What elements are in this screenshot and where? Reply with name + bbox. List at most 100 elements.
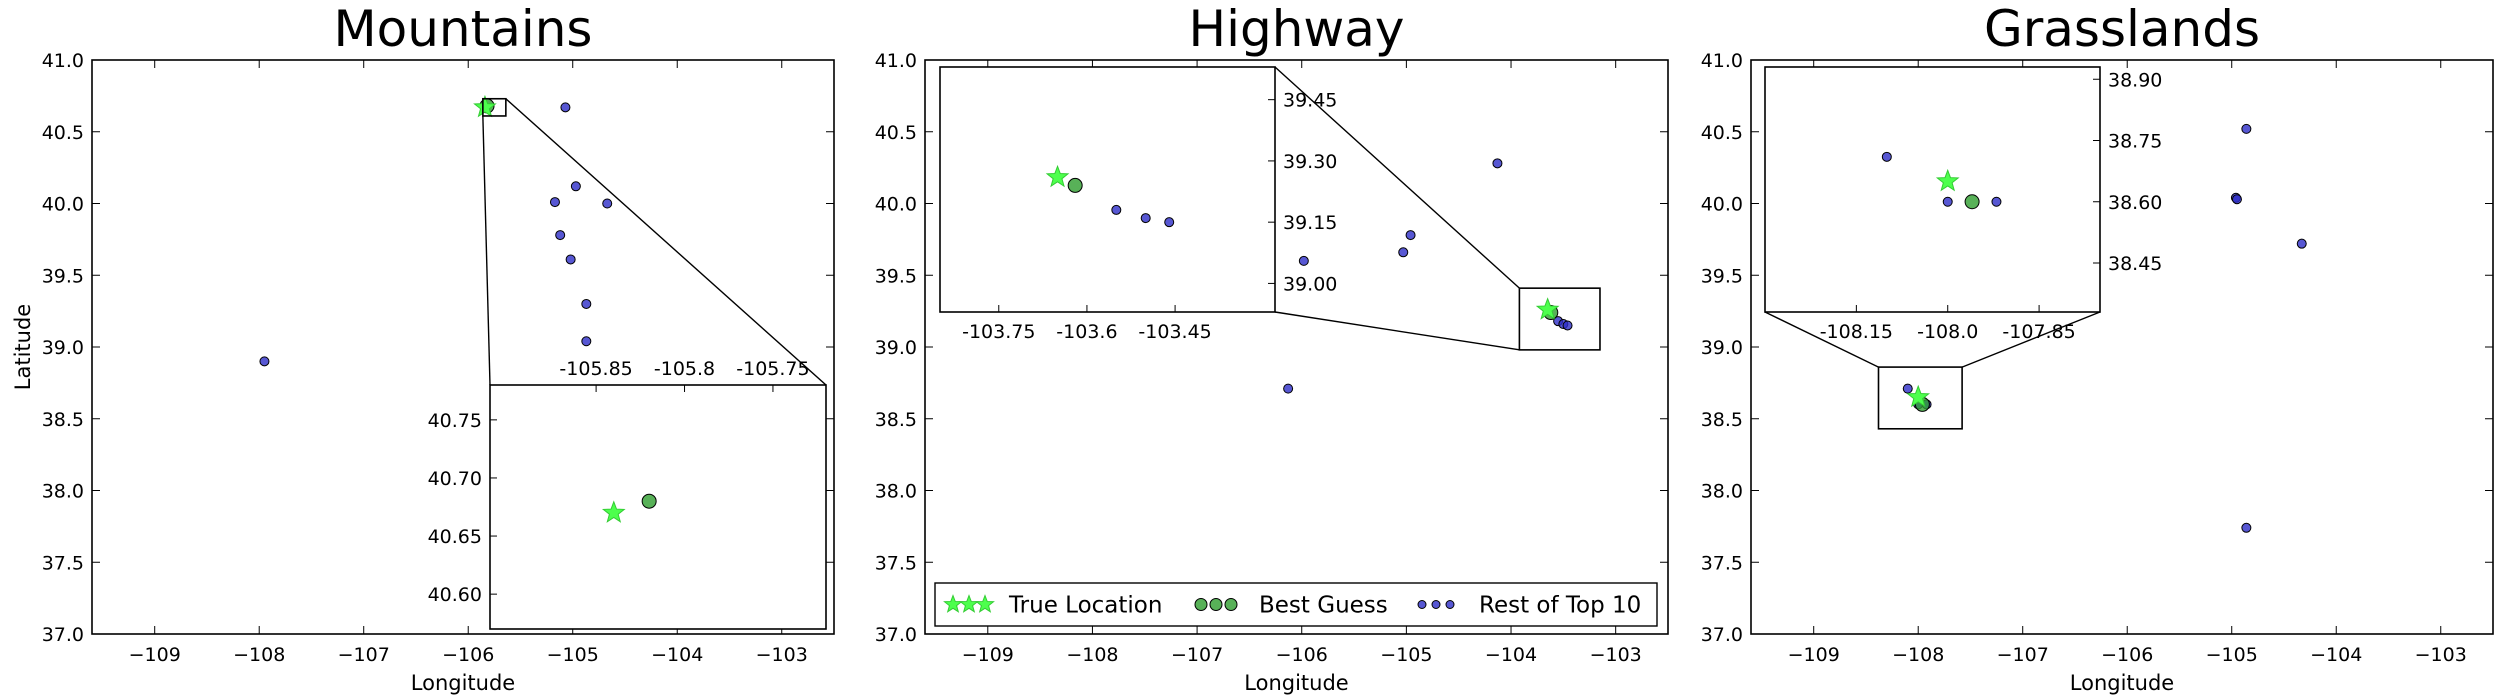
y-tick-label: 40.0: [875, 194, 917, 216]
legend-true-star: [943, 594, 963, 613]
legend-rest-dot: [1445, 600, 1455, 609]
inset-x-tick-label: -107.85: [2002, 321, 2075, 343]
x-axis-label: Longitude: [411, 671, 515, 695]
inset-axes: -108.15 -108.0 -107.85 38.45 38.60 38.75 38.90: [1764, 66, 2162, 343]
x-tick-label: −106: [442, 644, 494, 666]
y-tick-label: 39.0: [42, 337, 84, 359]
x-axis-label: Longitude: [1244, 671, 1348, 695]
x-tick-label: −104: [651, 644, 703, 666]
chart-title: Grasslands: [1984, 0, 2260, 58]
zoom-box: [1518, 287, 1601, 351]
y-tick-label: 39.5: [875, 265, 917, 287]
y-tick-label: 41.0: [875, 50, 917, 72]
true-location-star: [1535, 297, 1560, 320]
y-tick-label: 41.0: [1701, 50, 1743, 72]
x-tick-label: −103: [2415, 644, 2467, 666]
x-tick-label: −104: [1485, 644, 1537, 666]
legend-rest-dot: [1431, 600, 1441, 609]
inset-y-tick-label: 39.00: [1283, 273, 1337, 295]
rest-point: [581, 336, 592, 347]
rest-point: [1902, 383, 1913, 394]
rest-point: [2231, 194, 2242, 205]
x-tick-label: −109: [1788, 644, 1840, 666]
inset-y-tick-label: 40.70: [428, 468, 482, 490]
x-tick-label: −107: [338, 644, 390, 666]
legend-best-dot: [1224, 598, 1238, 611]
inset-x-tick-label: -103.6: [1056, 321, 1117, 343]
x-tick-label: −109: [129, 644, 181, 666]
x-tick-label: −105: [2206, 644, 2258, 666]
y-tick-label: 37.5: [42, 552, 84, 574]
x-tick-label: −104: [2310, 644, 2362, 666]
inset-y-tick-label: 39.30: [1283, 151, 1337, 173]
axes-frame: [924, 59, 1669, 635]
inset-x-tick-label: -105.75: [736, 358, 809, 380]
y-axis-label: Latitude: [11, 304, 35, 390]
x-tick-label: −108: [1066, 644, 1118, 666]
y-tick-label: 40.5: [1701, 122, 1743, 144]
rest-point: [1283, 383, 1294, 394]
rest-point: [565, 254, 576, 265]
inset-y-tick-label: 39.45: [1283, 90, 1337, 112]
legend-best-dot: [1194, 598, 1208, 611]
y-tick-label: 38.5: [875, 409, 917, 431]
zoom-connector: [1274, 311, 1520, 351]
zoom-connector: [505, 98, 827, 386]
legend-rest-dot: [1417, 600, 1427, 609]
legend-best-dot: [1209, 598, 1223, 611]
y-tick-label: 41.0: [42, 50, 84, 72]
zoom-connector: [1764, 311, 1879, 368]
zoom-connector: [482, 115, 491, 386]
legend-best-label: Best Guess: [1259, 593, 1388, 619]
zoom-connector: [1274, 66, 1520, 289]
rest-point: [2241, 522, 2252, 533]
inset-true-location-star: [1935, 168, 1960, 192]
chart-title: Mountains: [334, 0, 593, 58]
y-tick-label: 37.0: [875, 624, 917, 646]
true-location-star: [1906, 384, 1931, 408]
y-tick-label: 40.5: [42, 122, 84, 144]
inset-rest-point: [1991, 196, 2002, 207]
zoom-box: [1877, 366, 1963, 430]
inset-x-tick-label: -108.0: [1917, 321, 1978, 343]
inset-rest-point: [1140, 213, 1151, 224]
inset-y-tick-label: 40.75: [428, 410, 482, 432]
rest-point: [549, 197, 560, 208]
panel-mountains: Mountains −109 −108 −107 −106 −105 −104 −103 37.…: [11, 0, 835, 695]
inset-y-tick-label: 39.15: [1283, 212, 1337, 234]
inset-rest-point: [1881, 151, 1892, 162]
legend-rest-label: Rest of Top 10: [1479, 593, 1641, 619]
chart-title: Highway: [1188, 0, 1404, 58]
inset-frame: [489, 384, 827, 630]
axes-frame: [91, 59, 835, 635]
rest-point: [555, 230, 566, 241]
x-tick-label: −103: [756, 644, 808, 666]
x-tick-label: −108: [233, 644, 285, 666]
true-location-star: [473, 94, 497, 118]
inset-rest-point: [1942, 196, 1953, 207]
rest-point: [602, 198, 613, 209]
inset-x-tick-label: -105.8: [654, 358, 715, 380]
x-tick-label: −106: [2101, 644, 2153, 666]
x-tick-label: −103: [1590, 644, 1642, 666]
y-tick-label: 40.5: [875, 122, 917, 144]
rest-point: [2241, 123, 2252, 134]
inset-best-guess-point: [1067, 177, 1083, 193]
inset-axes: -105.85 -105.8 -105.75 40.60 40.65 40.70 40.75: [428, 358, 827, 630]
y-tick-label: 40.0: [1701, 194, 1743, 216]
inset-y-tick-label: 38.45: [2108, 253, 2162, 275]
y-tick-label: 39.5: [42, 265, 84, 287]
axes-frame: [1750, 59, 2494, 635]
x-tick-label: −108: [1892, 644, 1944, 666]
legend-true-label: True Location: [1008, 593, 1162, 619]
panels: Mountains −109 −108 −107 −106 −105 −104 −103 37.…: [11, 0, 2494, 695]
x-axis-label: Longitude: [2070, 671, 2174, 695]
inset-y-tick-label: 38.90: [2108, 69, 2162, 91]
inset-rest-point: [1111, 204, 1122, 215]
x-tick-label: −105: [547, 644, 599, 666]
inset-frame: [1764, 66, 2101, 313]
rest-point: [2296, 238, 2307, 249]
inset-y-tick-label: 40.60: [428, 584, 482, 606]
rest-point: [1398, 247, 1409, 258]
